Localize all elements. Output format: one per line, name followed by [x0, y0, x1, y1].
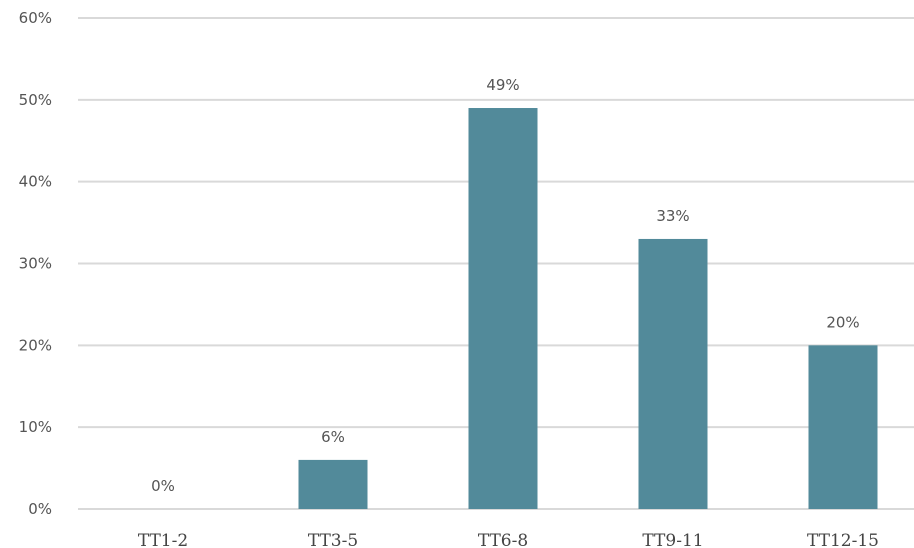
data-label: 0% — [151, 477, 175, 495]
x-tick-label: TT6-8 — [478, 531, 528, 548]
y-tick-label: 50% — [19, 91, 52, 109]
bar — [468, 108, 538, 510]
data-labels: 0% 6% 49% 33% 20% — [151, 76, 860, 495]
data-label: 33% — [656, 207, 689, 225]
x-tick-label: TT1-2 — [138, 531, 188, 548]
x-axis: TT1-2 TT3-5 TT6-8 TT9-11 TT12-15 — [138, 531, 879, 548]
bar — [638, 238, 708, 509]
x-tick-label: TT9-11 — [642, 531, 703, 548]
y-axis: 0% 10% 20% 30% 40% 50% 60% — [19, 9, 52, 518]
y-tick-label: 40% — [19, 173, 52, 191]
y-tick-label: 30% — [19, 255, 52, 273]
data-label: 20% — [826, 313, 859, 331]
y-tick-label: 60% — [19, 9, 52, 27]
data-label: 6% — [321, 428, 345, 446]
y-tick-label: 20% — [19, 336, 52, 354]
x-tick-label: TT3-5 — [308, 531, 358, 548]
data-label: 49% — [486, 76, 519, 94]
y-tick-label: 10% — [19, 418, 52, 436]
bars — [298, 108, 878, 510]
x-tick-label: TT12-15 — [807, 531, 879, 548]
y-tick-label: 0% — [28, 500, 52, 518]
bar — [298, 459, 368, 509]
bar — [808, 345, 878, 509]
